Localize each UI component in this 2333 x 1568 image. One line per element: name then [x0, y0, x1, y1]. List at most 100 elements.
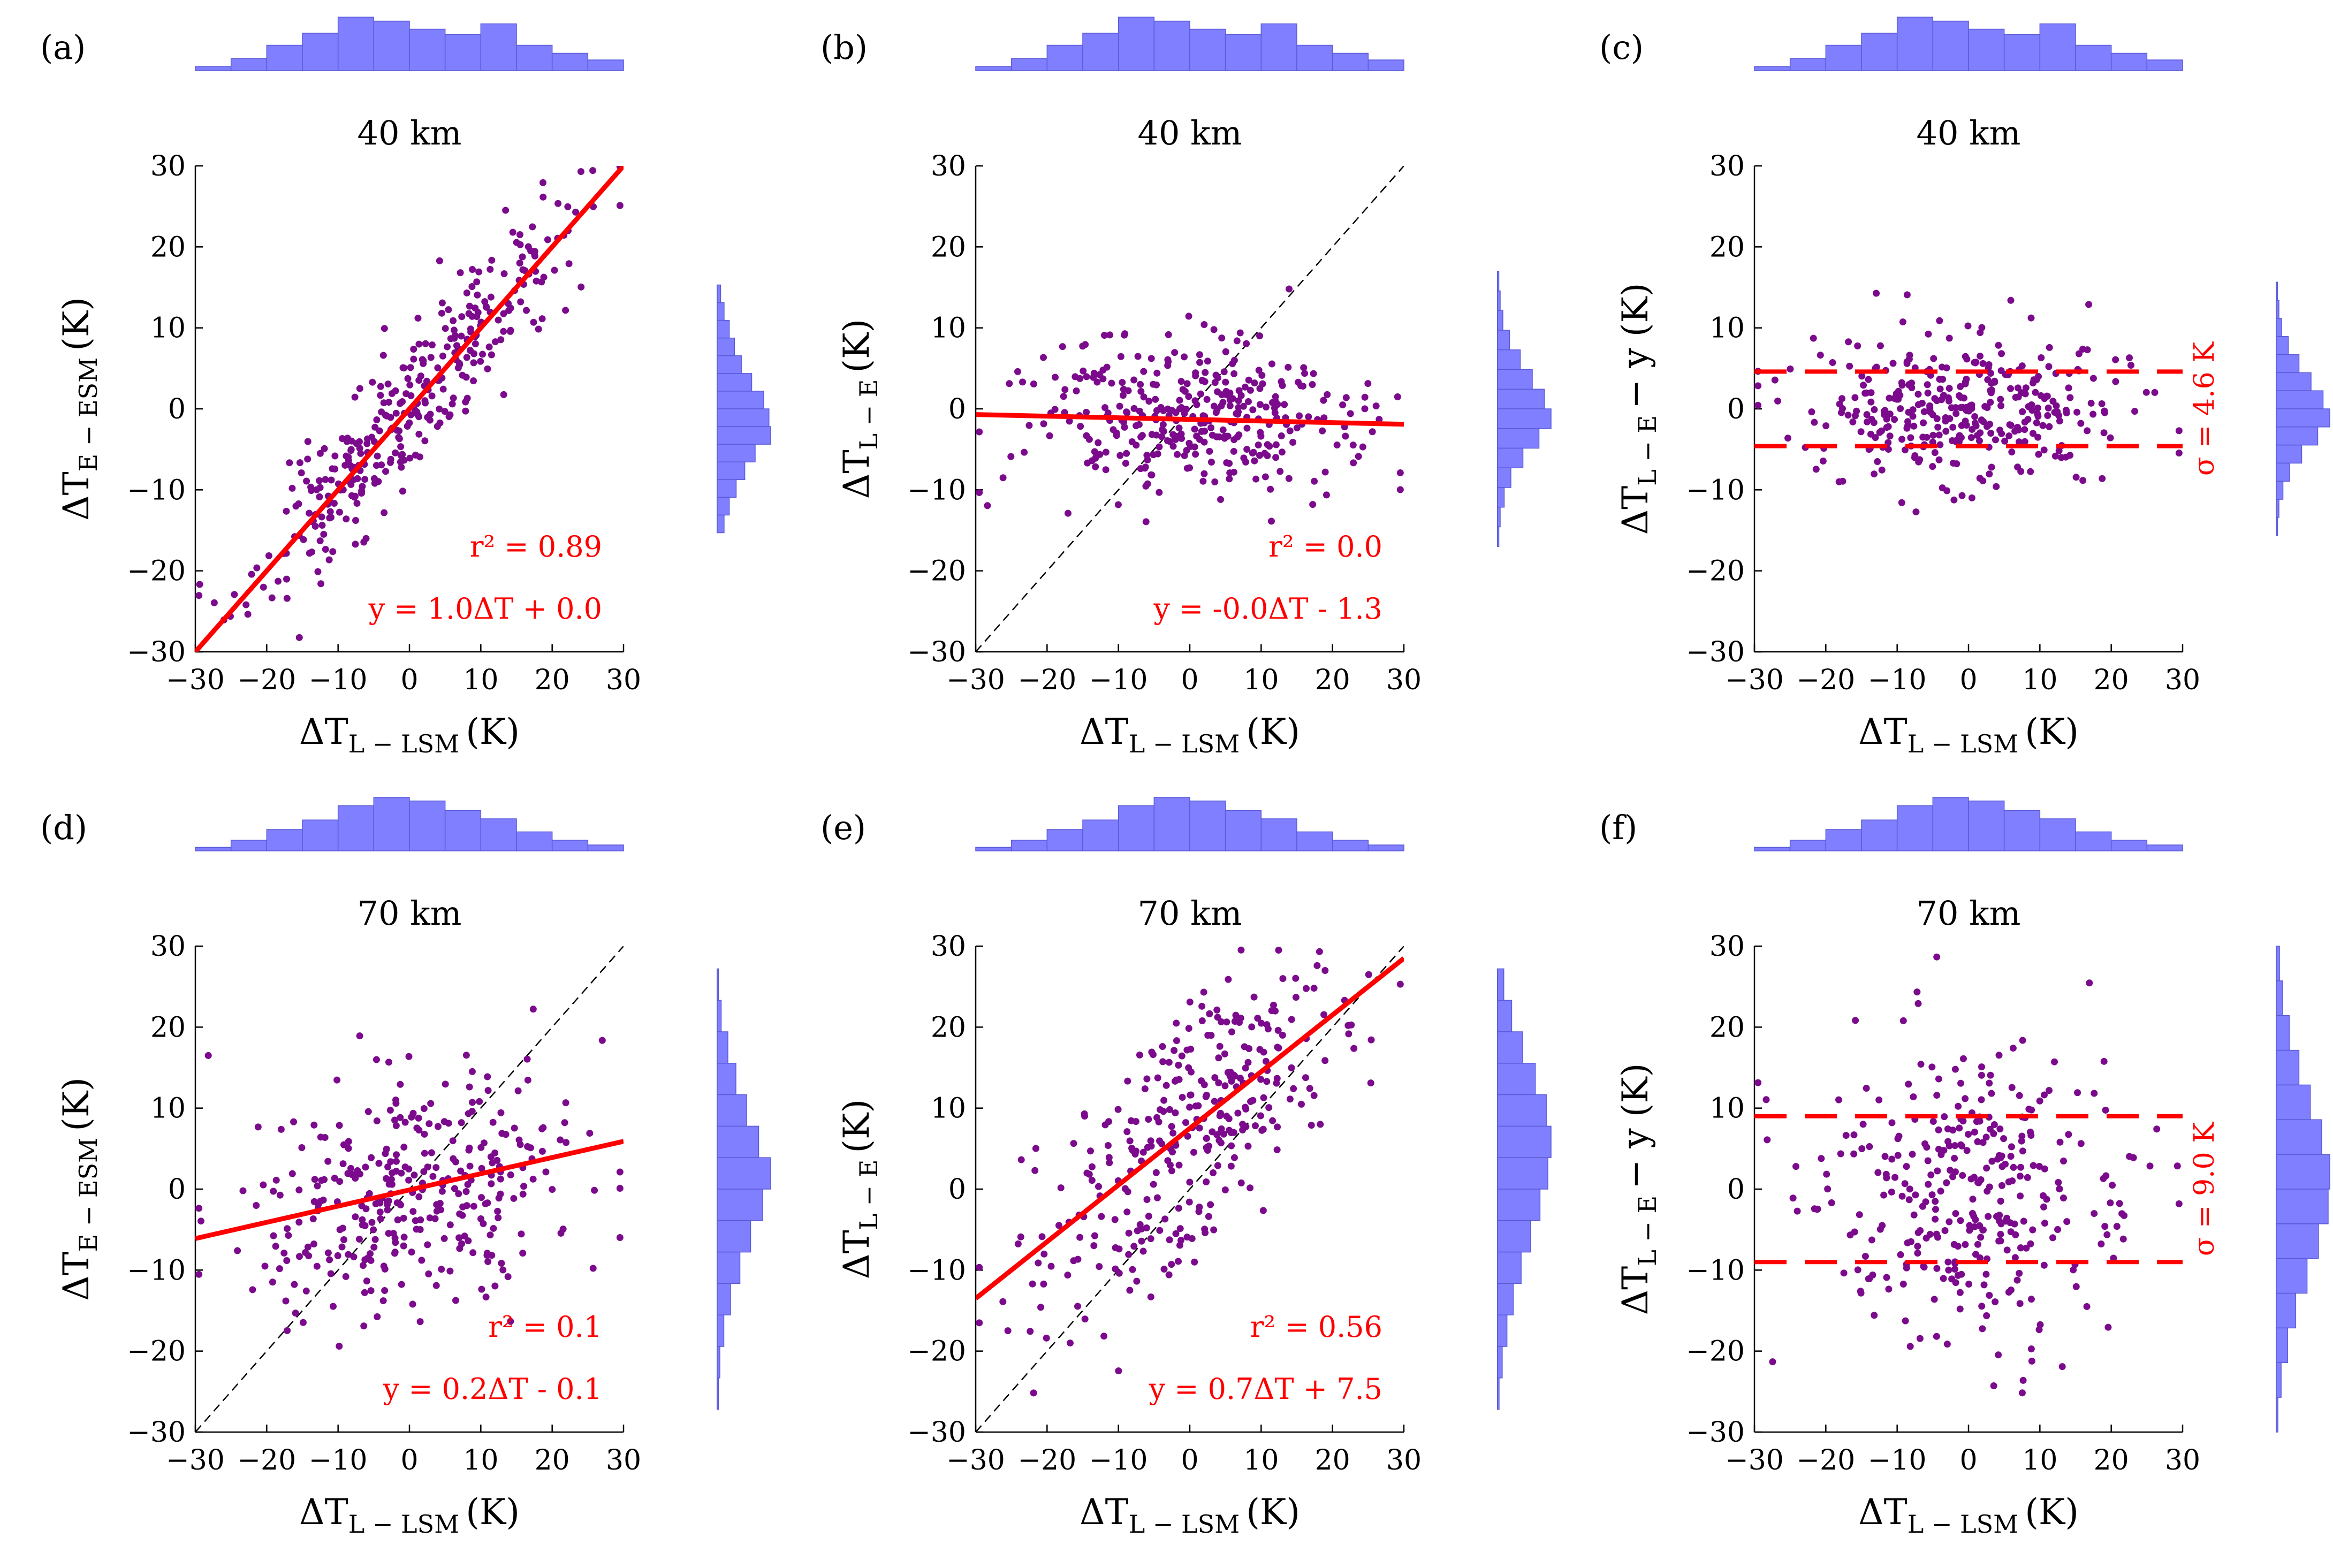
scatter-point — [1278, 448, 1286, 456]
scatter-point — [1997, 1230, 2004, 1238]
scatter-point — [1272, 441, 1280, 448]
scatter-point — [1200, 321, 1208, 328]
scatter-point — [469, 1099, 476, 1106]
y-tick-label: 10 — [150, 313, 186, 345]
scatter-point — [1262, 404, 1270, 411]
y-tick-label: −30 — [907, 636, 966, 668]
y-tick-label: 10 — [931, 313, 966, 345]
scatter-point — [1992, 1298, 1999, 1306]
scatter-point — [1182, 1119, 1190, 1126]
scatter-point — [563, 1139, 570, 1146]
hist-top-bar — [1332, 840, 1369, 851]
scatter-point — [268, 594, 276, 602]
scatter-point — [1278, 378, 1285, 385]
scatter-point — [467, 325, 474, 333]
scatter-point — [482, 1293, 490, 1301]
scatter-point — [377, 1215, 384, 1223]
scatter-point — [2040, 1261, 2048, 1269]
scatter-point — [196, 581, 203, 588]
scatter-point — [1914, 391, 1922, 398]
scatter-point — [311, 1176, 318, 1183]
scatter-point — [1935, 1075, 1942, 1083]
fit-equation: y = 0.7ΔT + 7.5 — [1149, 1372, 1382, 1406]
scatter-point — [2027, 1345, 2035, 1353]
scatter-point — [1272, 393, 1279, 400]
scatter-point — [2019, 408, 2026, 415]
scatter-point — [1070, 1140, 1077, 1147]
scatter-point — [270, 1188, 277, 1195]
scatter-point — [1004, 1327, 1012, 1335]
scatter-point — [1064, 1272, 1071, 1279]
scatter-point — [242, 601, 250, 608]
scatter-point — [1311, 477, 1318, 485]
scatter-point — [1129, 1266, 1136, 1273]
scatter-point — [445, 1120, 452, 1127]
hist-top-bar — [975, 66, 1012, 71]
scatter-point — [1969, 1196, 1977, 1203]
scatter-point — [1262, 473, 1269, 481]
scatter-point — [284, 1327, 291, 1334]
scatter-point — [1111, 1216, 1119, 1223]
scatter-point — [1188, 1235, 1196, 1242]
hist-top-bar — [587, 59, 624, 71]
hist-right-bar — [2276, 427, 2319, 446]
scatter-point — [398, 463, 405, 471]
scatter-point — [1774, 397, 1782, 405]
scatter-point — [1288, 1064, 1295, 1071]
scatter-point — [1115, 1269, 1123, 1277]
scatter-point — [484, 1258, 492, 1265]
scatter-point — [318, 513, 325, 521]
hist-top-bar — [1225, 34, 1262, 71]
hist-top-bar — [2110, 52, 2148, 71]
scatter-point — [382, 468, 390, 475]
hist-top-bar — [230, 840, 268, 851]
scatter-point — [331, 452, 339, 460]
scatter-point — [358, 1202, 366, 1209]
scatter-point — [1186, 998, 1194, 1006]
scatter-point — [394, 1216, 401, 1224]
scatter-point — [1224, 432, 1232, 440]
scatter-point — [1014, 1240, 1022, 1247]
scatter-point — [413, 1226, 420, 1233]
scatter-point — [361, 476, 369, 483]
scatter-point — [455, 1190, 462, 1198]
scatter-point — [2175, 1200, 2183, 1207]
scatter-point — [425, 1120, 433, 1128]
scatter-point — [1275, 1044, 1282, 1052]
scatter-point — [1030, 1389, 1037, 1397]
scatter-point — [457, 1167, 465, 1175]
scatter-point — [1822, 422, 1830, 430]
scatter-point — [462, 407, 469, 415]
scatter-point — [1396, 980, 1404, 988]
scatter-point — [1185, 393, 1192, 400]
scatter-point — [1883, 424, 1890, 431]
scatter-point — [272, 1176, 280, 1184]
scatter-point — [1840, 1269, 1848, 1277]
scatter-point — [1164, 1157, 1172, 1164]
scatter-point — [2100, 1175, 2107, 1182]
hist-top-bar — [1046, 829, 1083, 851]
scatter-point — [1881, 1153, 1889, 1160]
scatter-point — [336, 1342, 343, 1350]
scatter-point — [1228, 1028, 1235, 1036]
hist-right-bar — [717, 302, 725, 321]
scatter-point — [1235, 431, 1243, 439]
scatter-point — [1285, 475, 1293, 482]
scatter-point — [1299, 382, 1306, 390]
y-tick-label: 0 — [1727, 393, 1745, 425]
y-tick-label: −30 — [1686, 636, 1745, 668]
scatter-point — [1903, 1163, 1910, 1170]
scatter-point — [350, 1253, 358, 1261]
scatter-point — [321, 445, 328, 452]
scatter-point — [1207, 459, 1215, 466]
scatter-point — [1933, 1333, 1940, 1340]
scatter-point — [333, 1076, 341, 1084]
scatter-point — [1949, 1173, 1957, 1181]
scatter-point — [397, 1114, 404, 1121]
scatter-point — [504, 1273, 512, 1281]
scatter-point — [1369, 428, 1376, 436]
scatter-point — [1106, 331, 1114, 339]
scatter-point — [1846, 362, 1853, 370]
scatter-point — [539, 193, 547, 201]
hist-right-bar — [717, 1000, 722, 1032]
